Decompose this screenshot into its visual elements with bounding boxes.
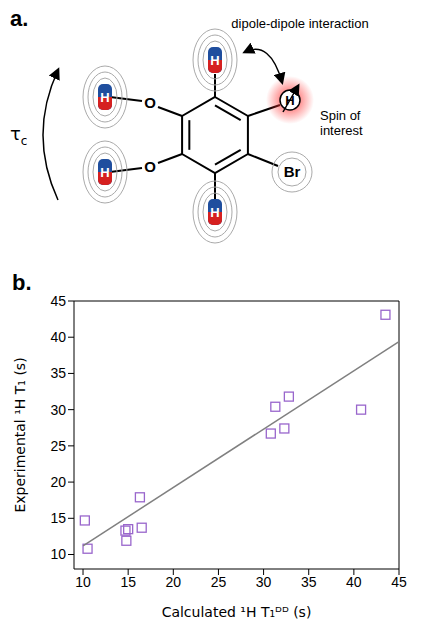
svg-text:30: 30: [50, 402, 66, 418]
svg-text:35: 35: [301, 574, 317, 590]
svg-text:10: 10: [75, 574, 91, 590]
svg-text:Experimental ¹H T₁ (s): Experimental ¹H T₁ (s): [12, 357, 28, 512]
svg-text:15: 15: [120, 574, 136, 590]
svg-text:15: 15: [50, 510, 66, 526]
svg-text:O: O: [144, 94, 156, 111]
svg-text:O: O: [144, 158, 156, 175]
svg-text:35: 35: [50, 365, 66, 381]
svg-text:interest: interest: [320, 123, 363, 138]
svg-text:25: 25: [211, 574, 227, 590]
svg-text:Calculated ¹H T₁ᴰᴰ (s): Calculated ¹H T₁ᴰᴰ (s): [162, 604, 312, 620]
svg-text:H: H: [285, 93, 294, 108]
svg-text:25: 25: [50, 438, 66, 454]
svg-text:10: 10: [50, 546, 66, 562]
svg-text:dipole-dipole interaction: dipole-dipole interaction: [231, 16, 368, 31]
svg-text:20: 20: [166, 574, 182, 590]
svg-text:20: 20: [50, 474, 66, 490]
svg-text:H: H: [210, 205, 219, 220]
svg-text:45: 45: [50, 293, 66, 309]
svg-text:Br: Br: [284, 163, 301, 180]
svg-text:40: 40: [346, 574, 362, 590]
svg-text:τc: τc: [10, 123, 27, 148]
svg-text:45: 45: [391, 574, 407, 590]
svg-text:H: H: [100, 90, 109, 105]
html-text:b.: b.: [12, 270, 32, 295]
svg-text:30: 30: [256, 574, 272, 590]
svg-text:H: H: [100, 165, 109, 180]
svg-text:Spin of: Spin of: [320, 108, 361, 123]
svg-text:40: 40: [50, 329, 66, 345]
svg-text:H: H: [210, 53, 219, 68]
svg-text:a.: a.: [10, 6, 28, 31]
